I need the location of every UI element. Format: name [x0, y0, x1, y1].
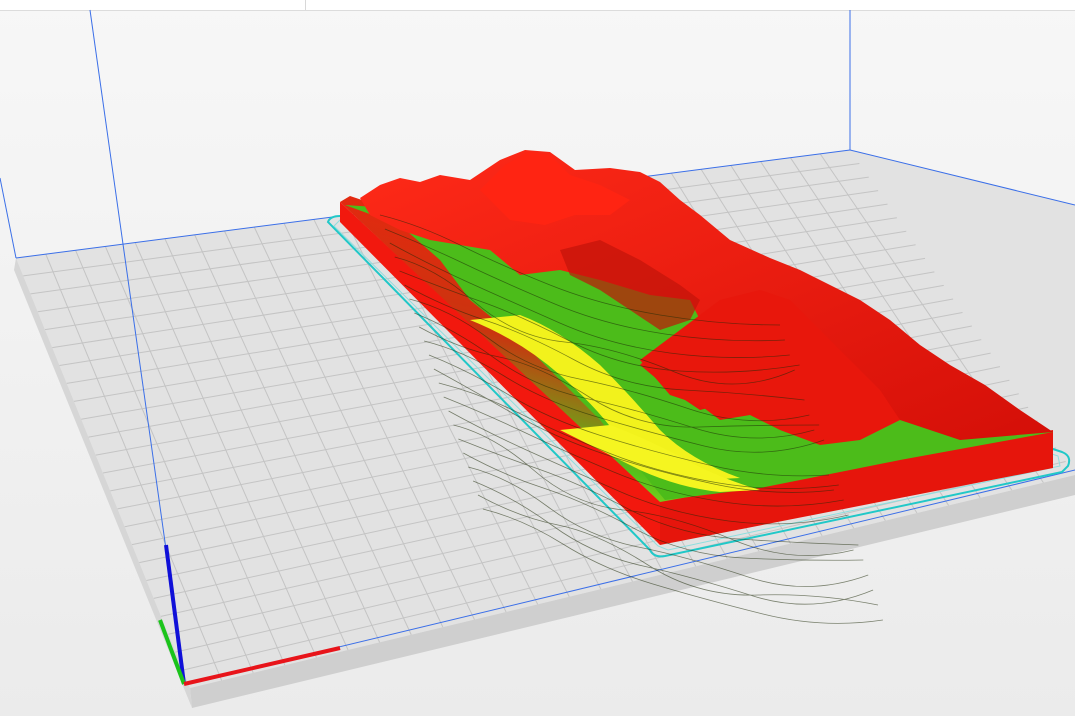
contour-line — [399, 270, 800, 373]
contour-line — [409, 298, 810, 422]
contour-line — [389, 242, 790, 358]
toolbar-tab[interactable] — [0, 0, 306, 10]
axis-z-line — [164, 544, 186, 685]
contour-line — [453, 424, 854, 556]
contour-line — [433, 368, 834, 493]
model-front-wall — [660, 430, 1053, 545]
contour-line — [428, 354, 830, 477]
contour-line — [414, 312, 815, 439]
contour-line — [443, 396, 844, 507]
plate-front-edge — [190, 475, 1075, 708]
contour-line — [404, 284, 805, 401]
mountain-peak-east — [640, 290, 900, 445]
volume-edge-left — [0, 177, 17, 259]
axis-y-line — [158, 619, 186, 685]
valley-yellow-band-2 — [560, 425, 760, 492]
contour-line — [419, 326, 820, 428]
contour-line — [448, 410, 849, 525]
contour-line — [394, 256, 795, 385]
contour-line — [458, 438, 859, 546]
contour-line — [463, 452, 864, 561]
contour-line — [482, 508, 883, 624]
top-toolbar-strip — [0, 0, 1075, 11]
contour-line — [472, 480, 874, 605]
contour-line — [438, 382, 839, 489]
contour-line — [468, 466, 869, 587]
valley-yellow-band — [470, 315, 740, 480]
contour-line — [379, 214, 781, 326]
contour-lines — [379, 214, 883, 624]
mountain-peak-summit — [480, 152, 630, 225]
volume-edge-bottom-right — [849, 149, 1075, 206]
skirt-outline — [326, 215, 1071, 558]
contour-line — [384, 228, 785, 342]
contour-line — [477, 494, 879, 606]
plate-left-edge — [14, 258, 192, 708]
axis-x-line — [183, 646, 341, 686]
contour-line — [424, 340, 825, 453]
terrain-model — [340, 150, 1053, 624]
xyz-axes-icon — [158, 544, 341, 686]
ridge-shading — [560, 240, 700, 330]
